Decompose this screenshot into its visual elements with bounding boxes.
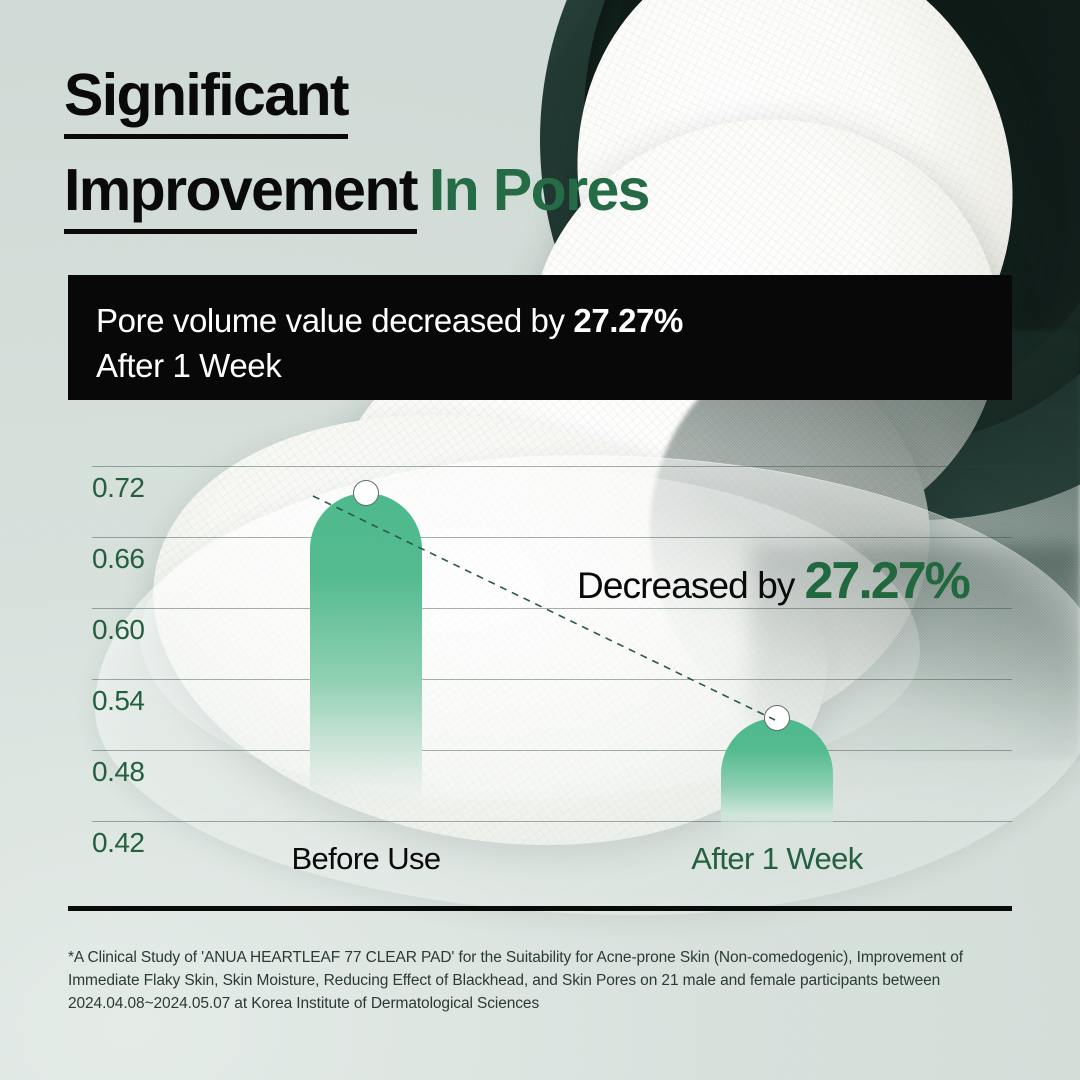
headline-accent-text: In Pores: [428, 157, 651, 223]
y-axis-tick-2: 0.60: [92, 614, 145, 645]
x-axis-label-before-use: Before Use: [291, 841, 441, 876]
bar-before-use-fill: [310, 493, 422, 813]
headline-line-2-text: Improvement: [64, 153, 418, 234]
banner-line-2: After 1 Week: [96, 347, 282, 384]
bar-after-1-week-marker: [764, 705, 790, 731]
pore-volume-chart: 0.72 0.66 0.60 0.54 0.48 0.42 Before Use…: [68, 455, 1012, 915]
bar-before-use-marker: [353, 480, 379, 506]
bar-before-use: [310, 480, 422, 813]
gridline-4: [92, 750, 1012, 751]
result-banner: Pore volume value decreased by 27.27% Af…: [68, 275, 1012, 400]
bar-after-1-week-fill: [721, 718, 833, 838]
headline-line-1: Significant: [64, 58, 784, 139]
banner-line-1: Pore volume value decreased by 27.27%: [96, 298, 1012, 343]
y-axis-tick-5: 0.42: [92, 827, 145, 858]
decrease-callout-value: 27.27%: [804, 552, 971, 610]
study-footnote: *A Clinical Study of 'ANUA HEARTLEAF 77 …: [68, 949, 963, 1012]
y-axis-tick-4: 0.48: [92, 756, 145, 787]
y-axis-tick-0: 0.72: [92, 472, 145, 503]
headline: Significant Improvement In Pores: [64, 58, 784, 234]
decrease-callout: Decreased by 27.27%: [577, 551, 971, 611]
gridline-3: [92, 679, 1012, 680]
decrease-callout-label: Decreased by: [577, 565, 795, 606]
x-axis-label-after-1-week: After 1 Week: [691, 841, 863, 876]
banner-line-1-prefix: Pore volume value decreased by: [96, 302, 574, 339]
bar-after-1-week: [721, 705, 833, 838]
gridline-0: [92, 466, 1012, 467]
y-axis-tick-3: 0.54: [92, 685, 145, 716]
y-axis-tick-1: 0.66: [92, 543, 145, 574]
banner-line-1-value: 27.27%: [573, 302, 683, 339]
headline-line-1-text: Significant: [64, 58, 350, 139]
gridline-1: [92, 537, 1012, 538]
footer-divider: [68, 906, 1012, 911]
headline-line-2: Improvement In Pores: [64, 153, 784, 234]
gridline-5: [92, 821, 1012, 822]
